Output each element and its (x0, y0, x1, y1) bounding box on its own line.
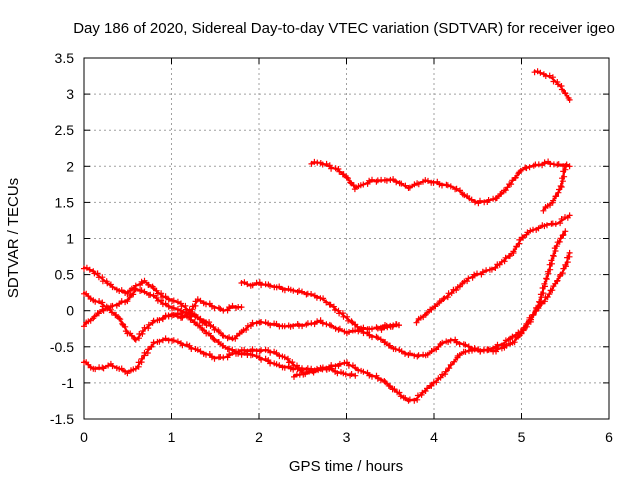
x-tick-label: 2 (255, 429, 263, 445)
y-tick-label: -0.5 (50, 339, 74, 355)
series-markers-track-j (413, 212, 573, 326)
y-tick-label: -1.5 (50, 411, 74, 427)
y-tick-label: -1 (62, 375, 75, 391)
x-tick-label: 3 (343, 429, 351, 445)
series-group (81, 68, 573, 404)
x-tick-label: 5 (518, 429, 526, 445)
y-axis: -1.5 -1 -0.5 0 0.5 1 1.5 2 2.5 3 3.5 (50, 50, 609, 427)
series-markers-track-l (540, 163, 569, 214)
x-tick-label: 0 (80, 429, 88, 445)
y-tick-label: 0.5 (55, 267, 75, 283)
x-tick-label: 1 (168, 429, 176, 445)
x-axis: 0 1 2 3 4 5 6 (80, 58, 613, 445)
series-track-f (240, 251, 571, 357)
y-tick-label: 1 (66, 231, 74, 247)
series-markers-track-h (308, 158, 573, 207)
y-tick-label: 2 (66, 158, 74, 174)
series-markers-track-f (238, 249, 573, 360)
series-markers-track-k (518, 228, 569, 337)
x-tick-label: 6 (605, 429, 613, 445)
y-axis-label: SDTVAR / TECUs (5, 178, 22, 298)
y-tick-label: 3 (66, 86, 74, 102)
series-markers-track-d (81, 335, 306, 377)
x-tick-label: 4 (430, 429, 438, 445)
chart-title: Day 186 of 2020, Sidereal Day-to-day VTE… (73, 20, 615, 37)
x-axis-label: GPS time / hours (289, 458, 403, 475)
series-markers-track-m (531, 68, 573, 103)
y-tick-label: 3.5 (55, 50, 75, 66)
series-markers-track-g (291, 365, 359, 380)
series-markers-track-i (378, 321, 402, 333)
y-tick-label: 1.5 (55, 194, 75, 210)
y-tick-label: 2.5 (55, 122, 75, 138)
y-tick-label: 0 (66, 303, 74, 319)
